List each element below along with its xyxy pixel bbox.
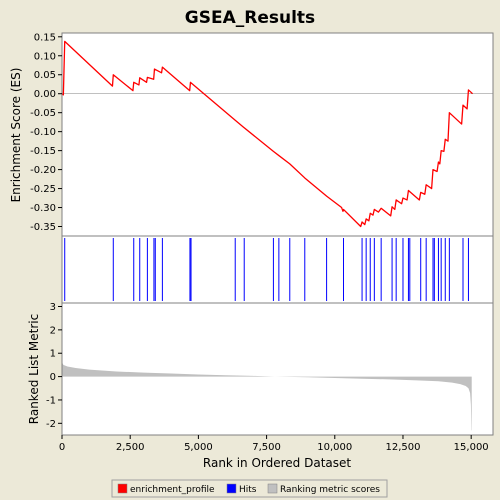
rank-y-tick-label-1: 2 bbox=[50, 325, 56, 336]
enrichment-profile-line bbox=[61, 40, 473, 228]
x-tick-label-5: 12,500 bbox=[385, 442, 420, 453]
legend-entry-enrichment-profile: enrichment_profile bbox=[130, 485, 215, 495]
axes-layer: 0.15 0.10 0.05 0.00 -0.05 -0.10 -0.15 -0.20 -0.2… bbox=[30, 32, 489, 453]
legend-swatch-hits bbox=[226, 483, 237, 494]
es-y-tick-label-2: 0.05 bbox=[34, 70, 56, 81]
x-tick-label-2: 5,000 bbox=[184, 442, 213, 453]
es-axis-label: Enrichment Score (ES) bbox=[9, 68, 23, 203]
x-tick-label-6: 15,000 bbox=[454, 442, 489, 453]
rank-y-tick-label-5: -2 bbox=[46, 419, 56, 430]
es-y-tick-label-7: -0.20 bbox=[30, 165, 56, 176]
rank-y-tick-label-3: 0 bbox=[50, 372, 56, 383]
es-y-tick-label-5: -0.10 bbox=[30, 127, 56, 138]
x-tick-label-1: 2,500 bbox=[116, 442, 145, 453]
es-y-tick-label-4: -0.05 bbox=[30, 108, 56, 119]
legend-swatch-ranking bbox=[267, 483, 278, 494]
x-tick-label-4: 10,000 bbox=[317, 442, 352, 453]
es-y-tick-label-6: -0.15 bbox=[30, 146, 56, 157]
es-layer bbox=[61, 40, 493, 228]
hits-plot-area bbox=[62, 236, 493, 303]
ranking-frame bbox=[61, 302, 494, 436]
es-y-tick-label-1: 0.10 bbox=[34, 51, 56, 62]
x-tick-label-0: 0 bbox=[59, 442, 65, 453]
legend: enrichment_profile Hits Ranking metric s… bbox=[111, 479, 388, 498]
legend-box bbox=[111, 479, 388, 498]
es-y-tick-label-8: -0.25 bbox=[30, 184, 56, 195]
x-tick-label-3: 7,500 bbox=[252, 442, 281, 453]
chart-title: GSEA_Results bbox=[185, 8, 315, 28]
legend-entry-ranking-metric-scores: Ranking metric scores bbox=[280, 485, 380, 495]
es-y-tick-label-9: -0.30 bbox=[30, 203, 56, 214]
ranking-axis-label: Ranked List Metric bbox=[27, 314, 41, 424]
rank-y-tick-label-2: 1 bbox=[50, 349, 56, 360]
es-y-tick-label-10: -0.35 bbox=[30, 222, 56, 233]
es-y-tick-label-3: 0.00 bbox=[34, 89, 56, 100]
rank-y-tick-label-4: -1 bbox=[46, 395, 56, 406]
hits-layer bbox=[64, 238, 469, 301]
legend-entry-hits: Hits bbox=[239, 485, 257, 495]
es-y-tick-label-0: 0.15 bbox=[34, 32, 56, 43]
rank-y-tick-label-0: 3 bbox=[50, 302, 56, 313]
es-plot-area bbox=[62, 33, 493, 236]
ranking-plot-area bbox=[62, 303, 493, 435]
legend-swatch-enrichment-profile bbox=[117, 483, 128, 494]
x-axis-label: Rank in Ordered Dataset bbox=[203, 456, 351, 470]
